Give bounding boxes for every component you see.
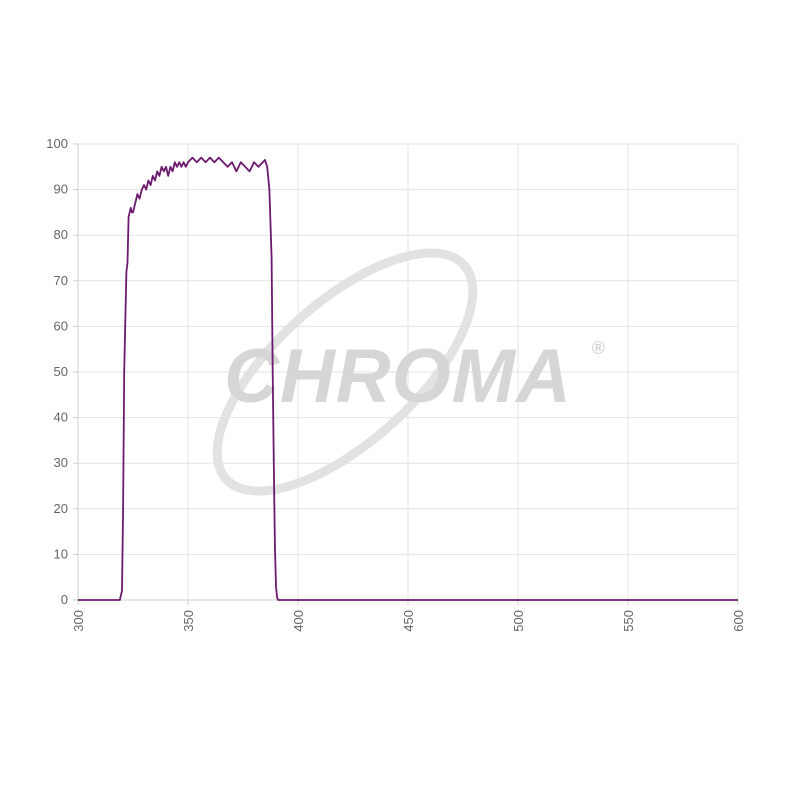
y-tick-label: 90 — [54, 182, 68, 197]
watermark-logo: CHROMA ® — [212, 248, 605, 496]
x-tick-label: 450 — [401, 610, 416, 632]
y-tick-label: 100 — [46, 136, 68, 151]
tick-labels: 0 10 20 30 40 50 60 70 80 90 100 300 350 400 450 500 550… — [46, 136, 746, 632]
y-tick-label: 70 — [54, 273, 68, 288]
y-tick-label: 50 — [54, 364, 68, 379]
x-tick-label: 550 — [621, 610, 636, 632]
y-tick-label: 10 — [54, 546, 68, 561]
watermark-swoosh — [212, 248, 478, 496]
x-tick-label: 500 — [511, 610, 526, 632]
series-lines — [78, 156, 738, 601]
y-tick-label: 30 — [54, 455, 68, 470]
watermark-registered-mark: ® — [591, 338, 605, 358]
y-tick-label: 0 — [61, 592, 68, 607]
x-tick-label: 350 — [181, 610, 196, 632]
y-tick-label: 20 — [54, 501, 68, 516]
x-tick-label: 600 — [731, 610, 746, 632]
y-tick-label: 80 — [54, 227, 68, 242]
series-line-0 — [78, 156, 738, 601]
x-tick-label: 300 — [71, 610, 86, 632]
y-tick-label: 60 — [54, 318, 68, 333]
x-tick-label: 400 — [291, 610, 306, 632]
y-tick-label: 40 — [54, 410, 68, 425]
watermark-text: CHROMA — [224, 334, 572, 419]
